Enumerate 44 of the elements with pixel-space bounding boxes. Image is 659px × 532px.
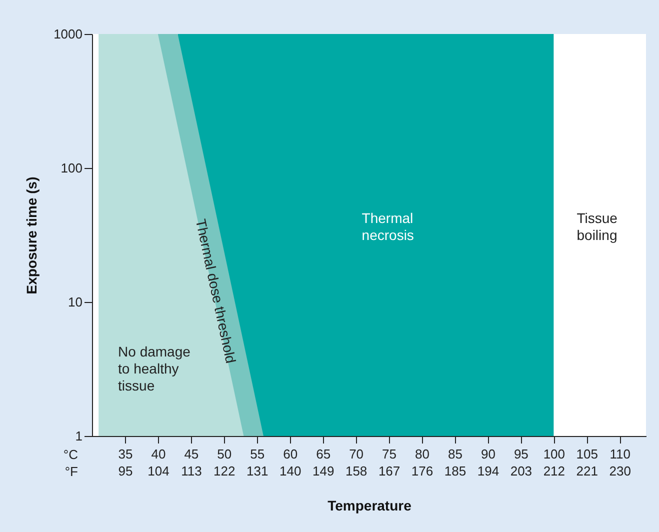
y-axis-title: Exposure time (s) bbox=[24, 176, 40, 294]
x-tick-label: 80 bbox=[415, 446, 430, 462]
annotation: No damage to healthy tissue bbox=[118, 344, 191, 394]
y-tick-label: 10 bbox=[68, 294, 82, 310]
y-tick-label: 1000 bbox=[54, 26, 82, 42]
x2-tick-label: 176 bbox=[411, 464, 434, 478]
x2-tick-label: 95 bbox=[118, 464, 133, 478]
x-tick-label: 70 bbox=[349, 446, 364, 462]
x-tick-label: 95 bbox=[514, 446, 528, 462]
x2-tick-label: 212 bbox=[543, 464, 566, 478]
x-axis-title: Temperature bbox=[328, 498, 412, 514]
x-tick-label: 105 bbox=[576, 446, 598, 462]
y-tick-label: 100 bbox=[60, 160, 82, 176]
x2-tick-label: 131 bbox=[246, 464, 268, 478]
annotation: Tissue boiling bbox=[576, 210, 618, 244]
x-tick-label: 90 bbox=[480, 446, 496, 462]
text: °F bbox=[64, 464, 78, 479]
x2-tick-label: 194 bbox=[477, 464, 500, 478]
x-tick-label: 40 bbox=[151, 446, 166, 462]
annotation: Thermal necrosis bbox=[362, 210, 414, 244]
x-tick-label: 50 bbox=[217, 446, 232, 462]
x2-tick-label: 221 bbox=[576, 464, 598, 478]
x2-tick-label: 140 bbox=[280, 464, 302, 478]
x-tick-label: 45 bbox=[184, 446, 199, 462]
annotation: Thermal dose threshold bbox=[192, 217, 240, 365]
x-tick-label: 85 bbox=[448, 446, 462, 462]
x2-tick-label: 203 bbox=[510, 464, 532, 478]
x-tick-label: 75 bbox=[382, 446, 397, 462]
x2-tick-label: 230 bbox=[609, 464, 631, 478]
x2-tick-label: 149 bbox=[312, 464, 334, 478]
x-tick-label: 110 bbox=[610, 446, 630, 462]
text: °C bbox=[63, 447, 78, 462]
x2-tick-label: 104 bbox=[148, 464, 170, 478]
x-tick-label: 60 bbox=[283, 446, 298, 462]
x2-tick-label: 167 bbox=[378, 464, 400, 478]
x2-tick-label: 113 bbox=[181, 464, 202, 478]
x-tick-label: 55 bbox=[250, 446, 265, 462]
x2-tick-label: 158 bbox=[345, 464, 368, 478]
x-tick-label: 35 bbox=[118, 446, 133, 462]
y-tick-label: 1 bbox=[75, 428, 82, 444]
x2-tick-label: 122 bbox=[214, 464, 236, 478]
x-tick-label: 65 bbox=[316, 446, 331, 462]
x2-tick-label: 185 bbox=[444, 464, 466, 478]
x-tick-label: 100 bbox=[543, 446, 566, 462]
